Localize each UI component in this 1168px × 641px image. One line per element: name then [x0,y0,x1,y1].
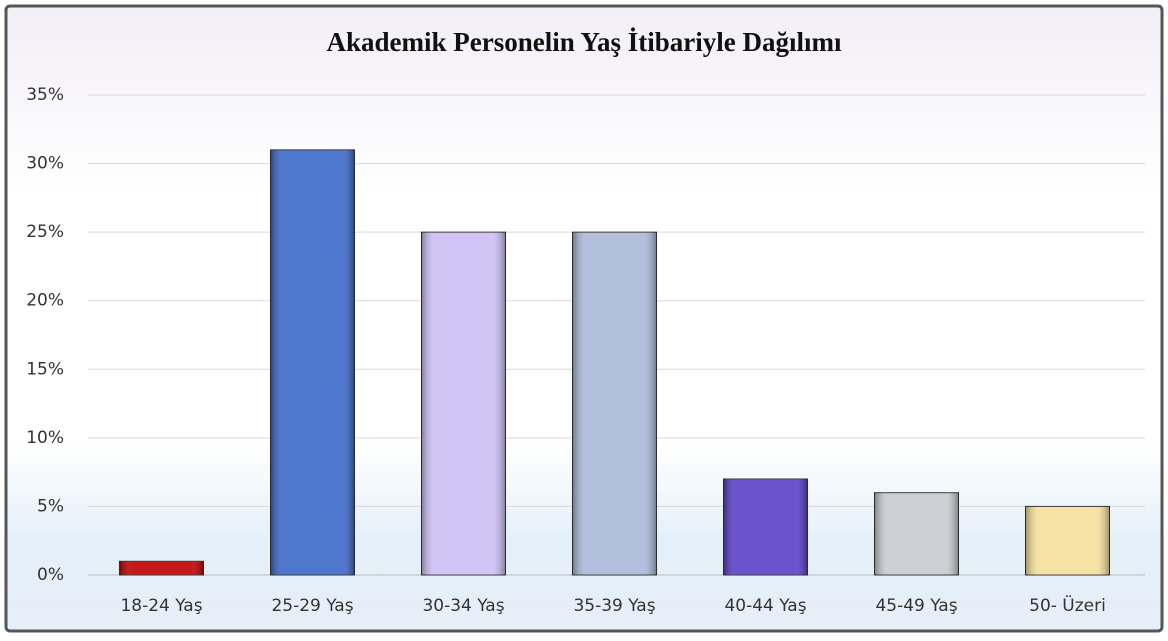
bar-shade [572,232,657,575]
x-tick-label: 45-49 Yaş [875,596,957,616]
x-tick-label: 18-24 Yaş [120,596,202,616]
chart-title: Akademik Personelin Yaş İtibariyle Dağıl… [326,27,842,57]
bar-shade [421,232,506,575]
y-tick-label: 15% [26,359,64,379]
bar-shade [874,492,959,575]
x-tick-label: 35-39 Yaş [573,596,655,616]
x-tick-label: 25-29 Yaş [271,596,353,616]
bar-shade [119,561,204,575]
y-tick-label: 35% [26,85,64,105]
y-tick-label: 0% [37,565,64,585]
y-tick-label: 20% [26,291,64,311]
x-tick-label: 50- Üzeri [1029,594,1106,616]
y-tick-label: 10% [26,428,64,448]
bar-shade [270,149,355,575]
x-tick-label: 30-34 Yaş [422,596,504,616]
x-tick-label: 40-44 Yaş [724,596,806,616]
y-tick-label: 25% [26,222,64,242]
y-tick-label: 30% [26,154,64,174]
bar-shade [723,479,808,575]
bar-shade [1025,506,1110,575]
y-tick-label: 5% [37,496,64,516]
